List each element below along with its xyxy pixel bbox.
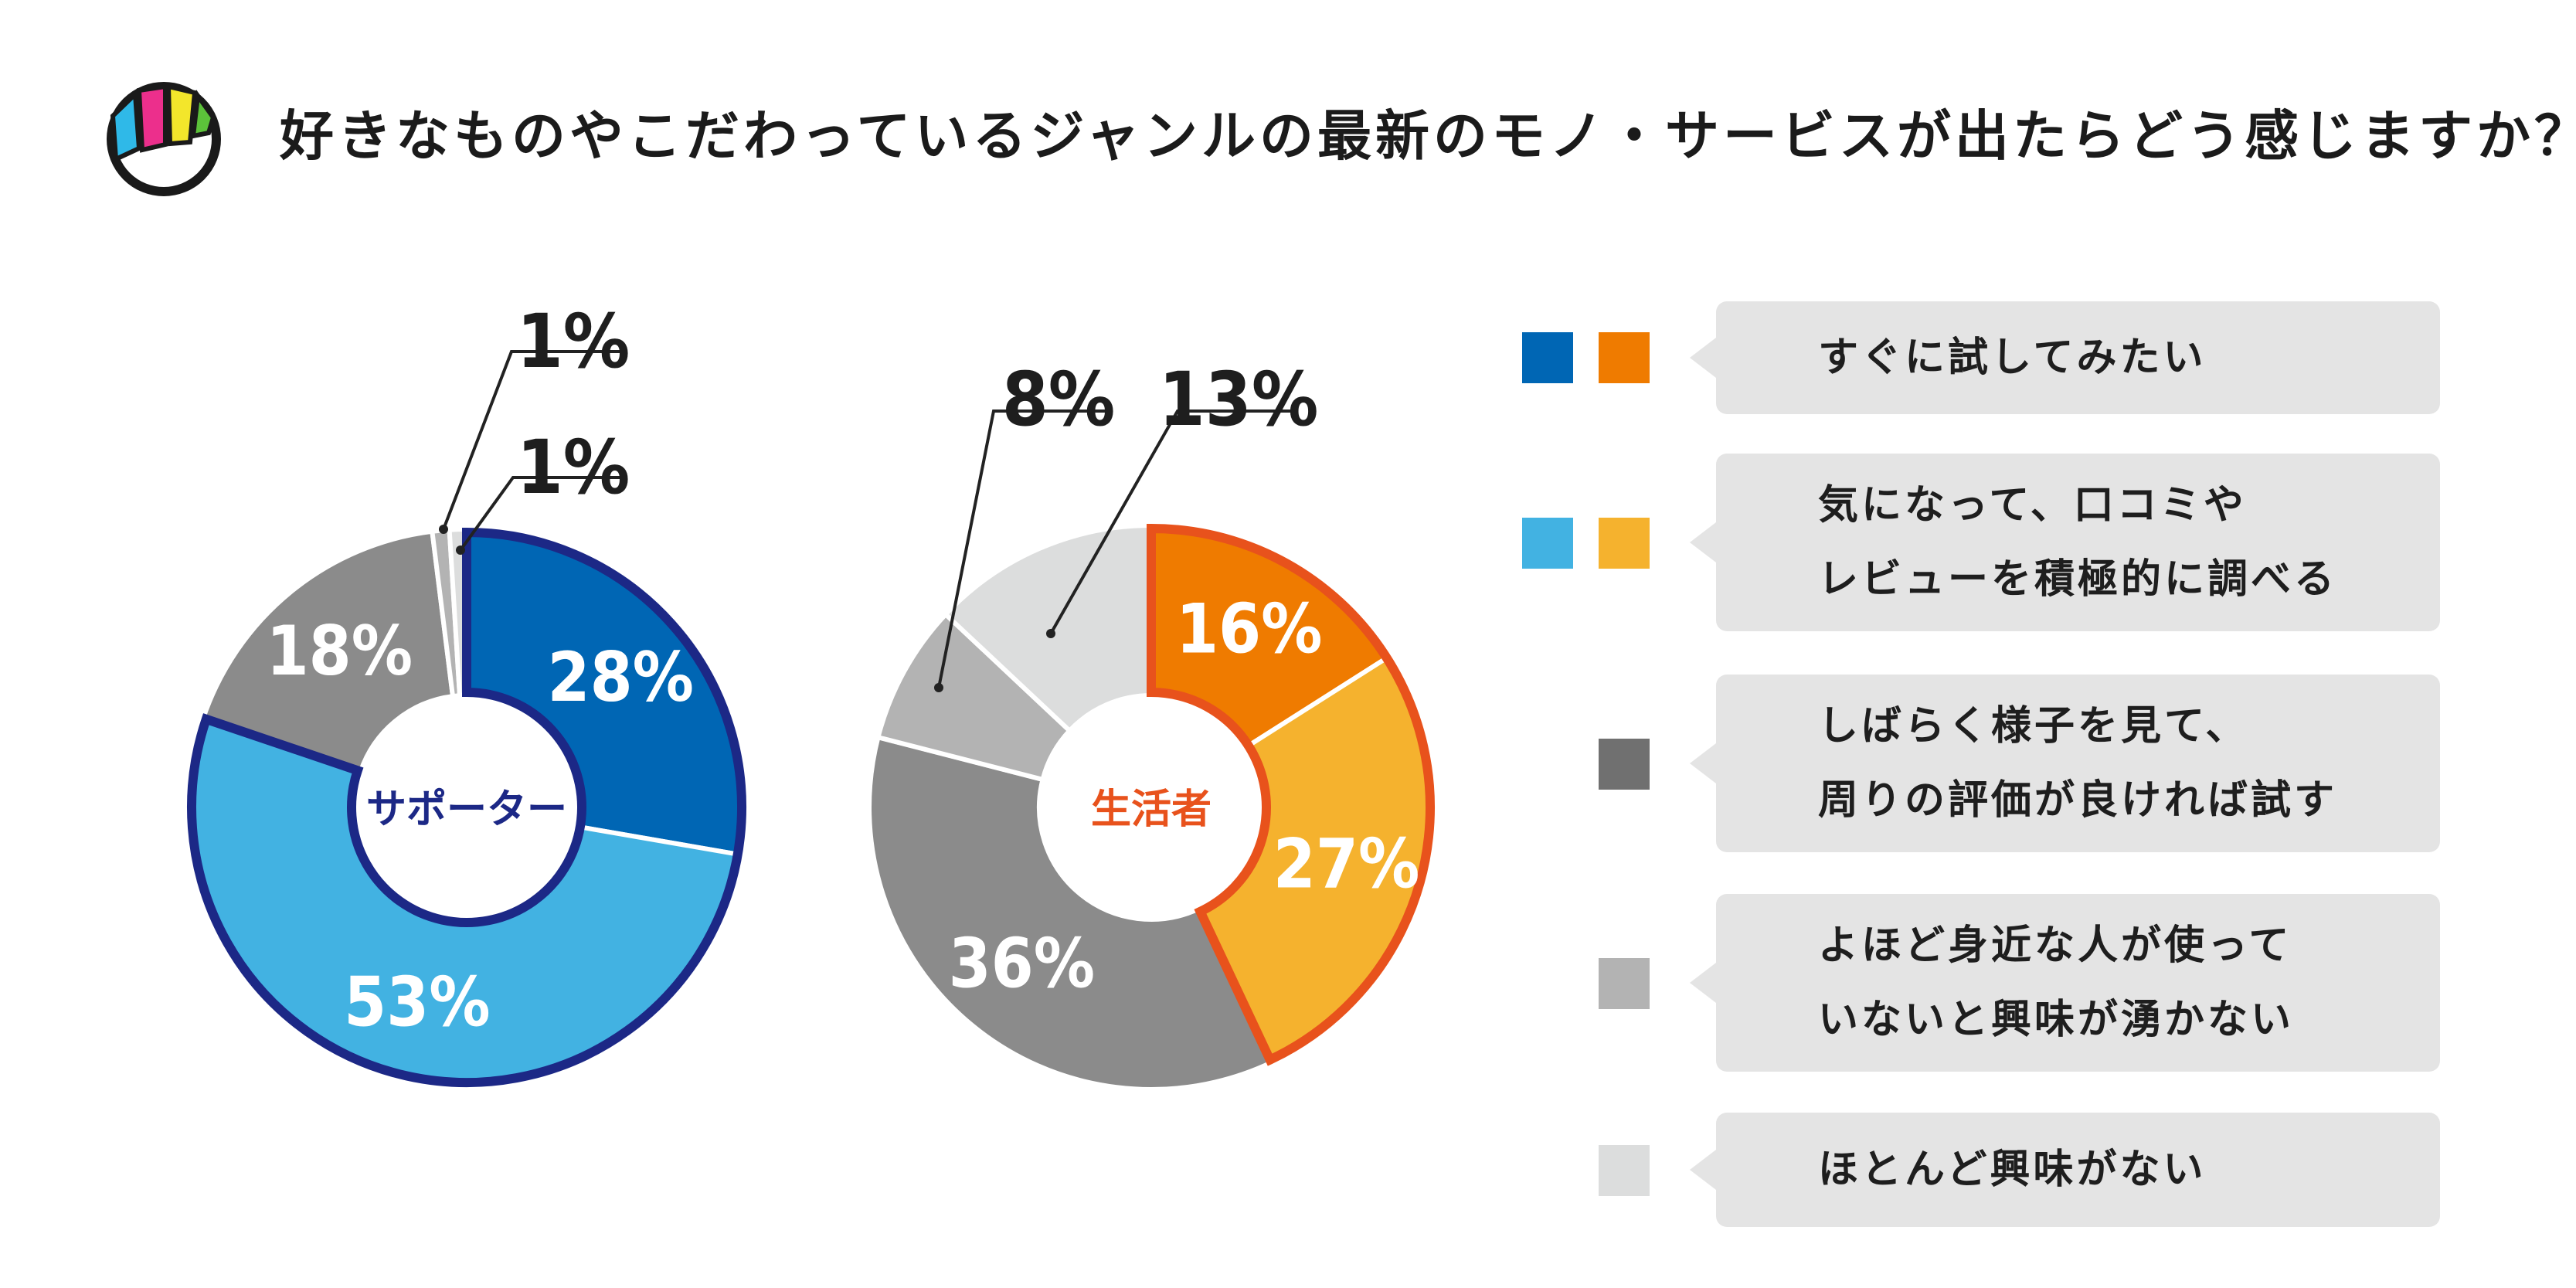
- slice-label-1-1: 28%: [548, 637, 695, 717]
- legend-item-1: すぐに試してみたい: [1690, 301, 2440, 414]
- legend-swatch-3-1: [1599, 739, 1650, 790]
- legend-swatch-5-1: [1599, 1145, 1650, 1196]
- leader-line-2-4: [937, 410, 1111, 688]
- legend-swatch-1-2: [1599, 332, 1650, 383]
- pie-slice-2-3: [867, 734, 1275, 1092]
- legend-line-2-2: レビューを積極的に調べる: [1818, 556, 2338, 603]
- legend-item-2: 気になって、口コミやレビューを積極的に調べる: [1690, 454, 2440, 631]
- brand-logo: [107, 82, 221, 196]
- leader-line-2-5: [1049, 410, 1292, 634]
- legend-line-1-1: すぐに試してみたい: [1818, 335, 2207, 381]
- slice-label-2-1: 16%: [1176, 590, 1323, 669]
- slice-label-1-4: 1%: [517, 298, 630, 385]
- legend-item-5: ほとんど興味がない: [1690, 1113, 2440, 1227]
- leader-line-1-5: [459, 476, 626, 552]
- legend-swatch-4-1: [1599, 958, 1650, 1009]
- legend-line-4-2: いないと興味が湧かない: [1818, 997, 2295, 1043]
- pie-slice-1-3: [200, 528, 456, 775]
- highlight-outline-1: [187, 527, 746, 1087]
- donut-chart-2: 16% 27% 36% 8% 13% 生活者: [867, 356, 1436, 1092]
- slice-label-1-2: 53%: [344, 962, 491, 1042]
- leader-dot-2-4: [934, 683, 943, 692]
- legend-swatch-2-1: [1522, 518, 1573, 569]
- leader-dot-1-4: [439, 525, 448, 534]
- legend-label-5: ほとんど興味がない: [1818, 1133, 2417, 1207]
- leader-line-1-4: [442, 350, 626, 530]
- legend-swatch-2-2: [1599, 518, 1650, 569]
- legend-label-1: すぐに試してみたい: [1818, 321, 2417, 395]
- legend-line-5-1: ほとんど興味がない: [1818, 1147, 2207, 1193]
- center-label-2: 生活者: [1091, 787, 1212, 833]
- legend-swatch-1-1: [1522, 332, 1573, 383]
- pie-slice-2-5: [942, 522, 1154, 734]
- highlight-outline-2: [1147, 523, 1435, 1066]
- legend-line-3-1: しばらく様子を見て、: [1818, 703, 2249, 749]
- legend-line-4-1: よほど身近な人が使って: [1818, 923, 2292, 969]
- legend-item-3: しばらく様子を見て、周りの評価が良ければ試す: [1690, 675, 2440, 852]
- legend-item-4: よほど身近な人が使って いないと興味が湧かない: [1690, 894, 2440, 1072]
- donut-chart-1: 28% 53% 18% 1% 1% サポーター: [186, 298, 747, 1088]
- legend-line-2-1: 気になって、口コミや: [1818, 482, 2247, 528]
- legend-label-3: しばらく様子を見て、周りの評価が良ければ試す: [1818, 689, 2417, 838]
- legend-label-2: 気になって、口コミやレビューを積極的に調べる: [1818, 468, 2417, 617]
- chart-title: 好きなものやこだわっているジャンルの最新のモノ・サービスが出たらどう感じますか？: [280, 104, 2576, 168]
- slice-label-2-3: 36%: [949, 924, 1096, 1004]
- slice-label-2-2: 27%: [1273, 824, 1420, 903]
- legend-line-3-2: 周りの評価が良ければ試す: [1818, 777, 2338, 824]
- center-label-1: サポーター: [366, 787, 567, 833]
- leader-dot-1-5: [456, 545, 465, 555]
- slice-label-2-4: 8%: [1002, 356, 1116, 443]
- slice-label-1-3: 18%: [267, 611, 413, 691]
- slice-label-1-5: 1%: [517, 424, 630, 511]
- leader-dot-2-5: [1046, 629, 1055, 638]
- slice-label-2-5: 13%: [1159, 356, 1319, 443]
- legend-label-4: よほど身近な人が使って いないと興味が湧かない: [1818, 909, 2417, 1057]
